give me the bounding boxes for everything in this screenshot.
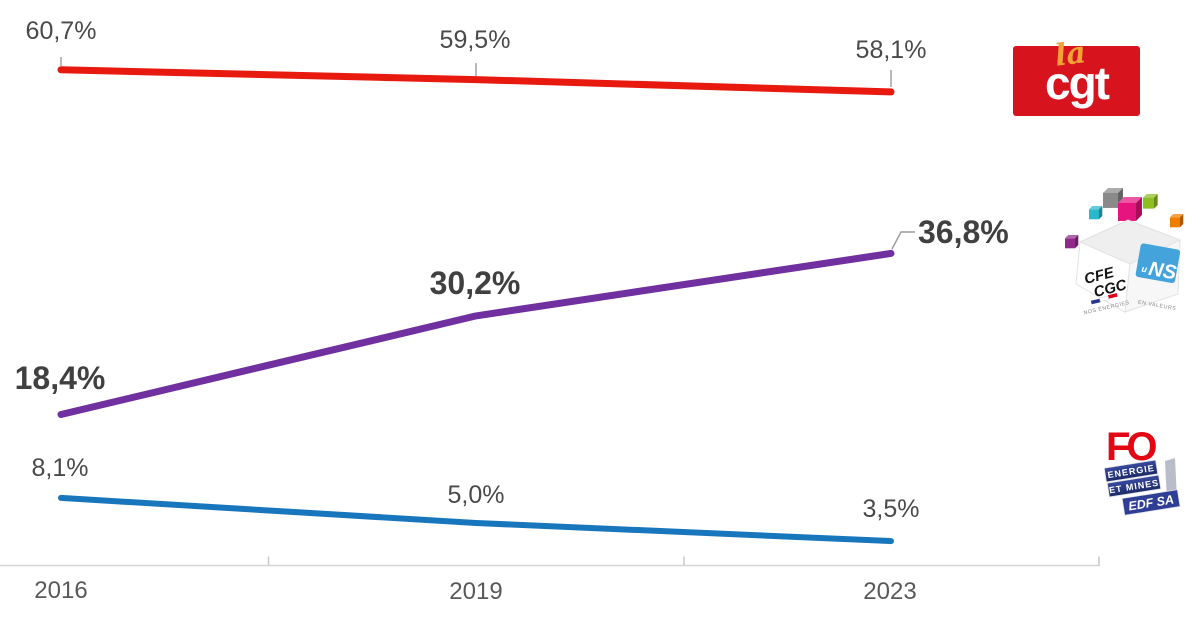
fo-banner-energie: ENERGIE	[1103, 459, 1159, 483]
cfe-panel-prefix: u	[1141, 264, 1149, 275]
cfe-cgc-logo: CFE CGC NOS ÉNERGIES u NS EN VALEURS	[1065, 188, 1184, 316]
data-label-cfecgc-2023: 36,8%	[918, 214, 1009, 250]
data-label-cfecgc-2016: 18,4%	[14, 360, 106, 396]
cfe-ns-panel-icon: u NS	[1135, 243, 1181, 285]
cgt-logo-text: cgt	[1045, 57, 1110, 109]
data-label-cgt-2016: 60,7%	[25, 17, 97, 45]
cgt-logo: la cgt	[1013, 35, 1140, 116]
data-label-fo-2023: 3,5%	[862, 495, 920, 523]
data-label-fo-2016: 8,1%	[31, 454, 89, 482]
x-axis-label-2019: 2019	[449, 578, 503, 605]
data-label-cfecgc-2019: 30,2%	[429, 265, 521, 301]
x-axis-label-2023: 2023	[863, 578, 917, 605]
cfe-logo-line1: CFE	[1082, 264, 1116, 288]
cfe-tricolor-stripe-icon	[1090, 293, 1118, 305]
fo-logo: FO ENERGIE ET MINES EDF SA	[1103, 425, 1181, 516]
data-label-fo-2019: 5,0%	[447, 481, 505, 509]
data-label-cgt-2019: 59,5%	[439, 26, 511, 54]
cfe-panel-letters: NS	[1147, 258, 1179, 285]
fo-banner-edf-sa: EDF SA	[1121, 489, 1181, 516]
data-label-cgt-2023: 58,1%	[855, 36, 927, 64]
cfe-floating-cubes-icon	[1065, 188, 1184, 249]
x-axis-label-2016: 2016	[34, 577, 88, 604]
fo-banner-et-mines: ET MINES	[1106, 474, 1162, 498]
